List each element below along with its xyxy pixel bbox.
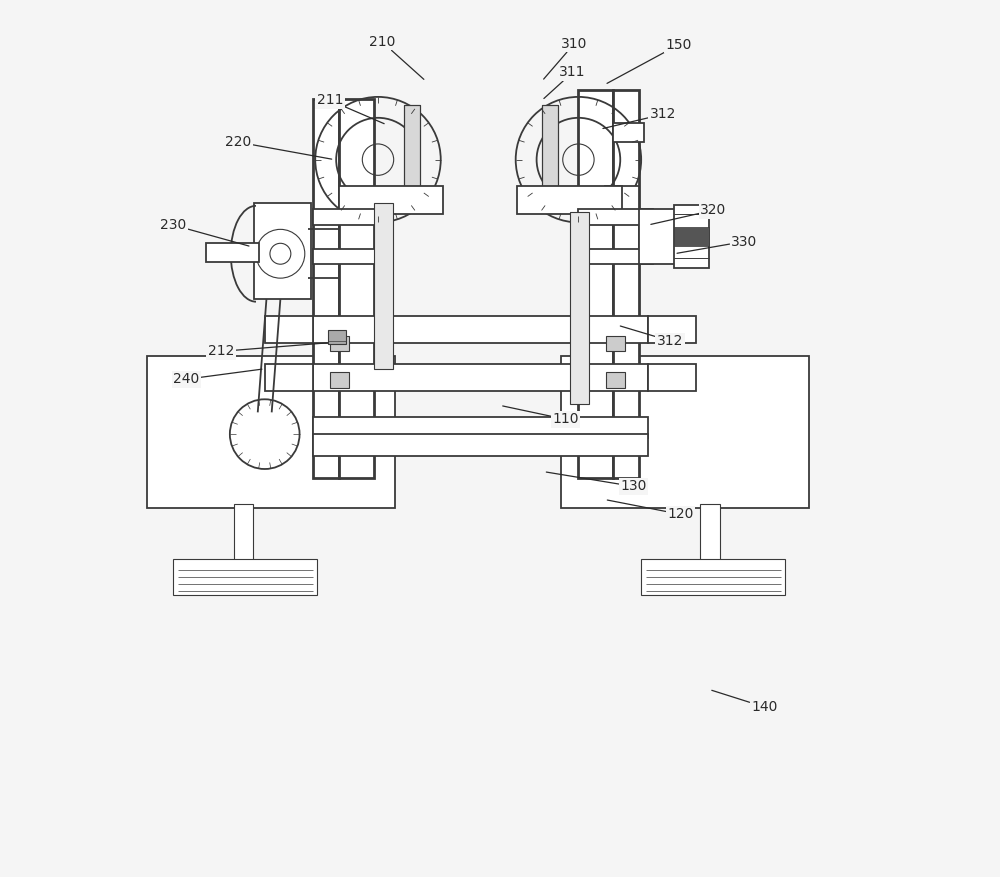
Bar [674, 205, 709, 267]
Bar [313, 434, 648, 456]
Bar [648, 317, 696, 343]
Bar [641, 559, 785, 595]
Text: 320: 320 [651, 203, 727, 225]
Bar [517, 186, 622, 214]
Bar [570, 212, 589, 403]
Bar [404, 104, 420, 205]
Bar [313, 248, 387, 264]
Bar [330, 336, 349, 352]
Circle shape [256, 230, 305, 278]
Bar [700, 504, 720, 560]
Bar [674, 227, 709, 246]
Text: 140: 140 [712, 690, 777, 714]
Bar [404, 104, 420, 205]
Circle shape [270, 243, 291, 264]
Text: 230: 230 [160, 218, 249, 246]
Bar [313, 210, 387, 225]
Bar [606, 372, 625, 388]
Bar [206, 243, 259, 262]
Bar [578, 248, 653, 264]
Bar [313, 417, 648, 438]
Bar [561, 356, 809, 508]
Text: 330: 330 [677, 234, 757, 253]
Text: 150: 150 [607, 38, 692, 83]
Bar [339, 186, 443, 214]
Text: 210: 210 [369, 35, 424, 79]
Bar [313, 98, 339, 478]
Bar [613, 123, 644, 142]
Bar [542, 104, 558, 205]
Text: 312: 312 [603, 107, 676, 129]
Bar [328, 331, 346, 345]
Bar [542, 104, 558, 205]
Text: 311: 311 [544, 66, 586, 98]
Bar [613, 90, 639, 478]
Bar [147, 356, 395, 508]
Bar [639, 210, 681, 264]
Text: 310: 310 [544, 37, 587, 79]
Bar [374, 203, 393, 369]
Text: 312: 312 [620, 326, 683, 348]
Text: 220: 220 [225, 135, 332, 159]
Bar [234, 504, 253, 560]
Bar [605, 186, 639, 214]
Bar [265, 317, 313, 343]
Bar [578, 90, 613, 478]
Text: 110: 110 [503, 406, 579, 426]
Bar [313, 365, 648, 390]
Text: 212: 212 [208, 343, 327, 359]
Bar [606, 336, 625, 352]
Text: 130: 130 [546, 472, 647, 494]
Bar [648, 365, 696, 390]
Bar [313, 317, 648, 343]
Bar [330, 372, 349, 388]
Text: 120: 120 [607, 500, 694, 521]
Text: 211: 211 [317, 93, 384, 124]
Text: 240: 240 [173, 369, 262, 386]
Bar [173, 559, 317, 595]
Bar [265, 365, 313, 390]
Bar [254, 203, 311, 299]
Bar [339, 98, 374, 478]
Bar [578, 210, 653, 225]
